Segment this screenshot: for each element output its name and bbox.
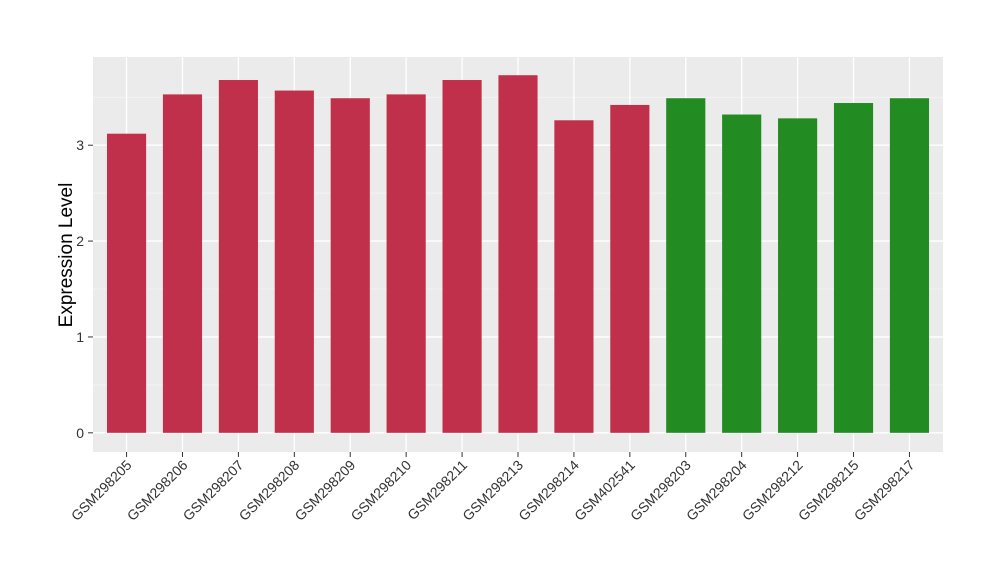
bar-GSM298208 [274,90,314,433]
bar-GSM298205 [106,133,147,433]
bar-GSM298210 [386,94,426,433]
bar-GSM298204 [722,114,762,433]
y-tick-label: 1 [76,329,84,345]
y-tick-label: 0 [76,425,84,441]
y-tick-label: 3 [76,137,84,153]
bar-GSM298215 [833,103,874,433]
bar-GSM298212 [778,118,818,433]
bar-GSM298213 [498,75,538,433]
bar-GSM298214 [554,120,594,433]
bar-GSM298211 [442,80,482,433]
x-tick-label: GSM298210 [347,457,414,524]
y-tick-label: 2 [76,233,84,249]
y-axis-label: Expression Level [56,183,77,328]
bar-GSM298209 [330,98,370,433]
bar-GSM402541 [610,104,650,433]
bar-GSM298217 [889,98,930,433]
bar-GSM298203 [666,98,706,433]
x-tick-label: GSM298217 [851,457,918,524]
bar-GSM298206 [162,94,203,433]
bar-GSM298207 [218,80,258,433]
